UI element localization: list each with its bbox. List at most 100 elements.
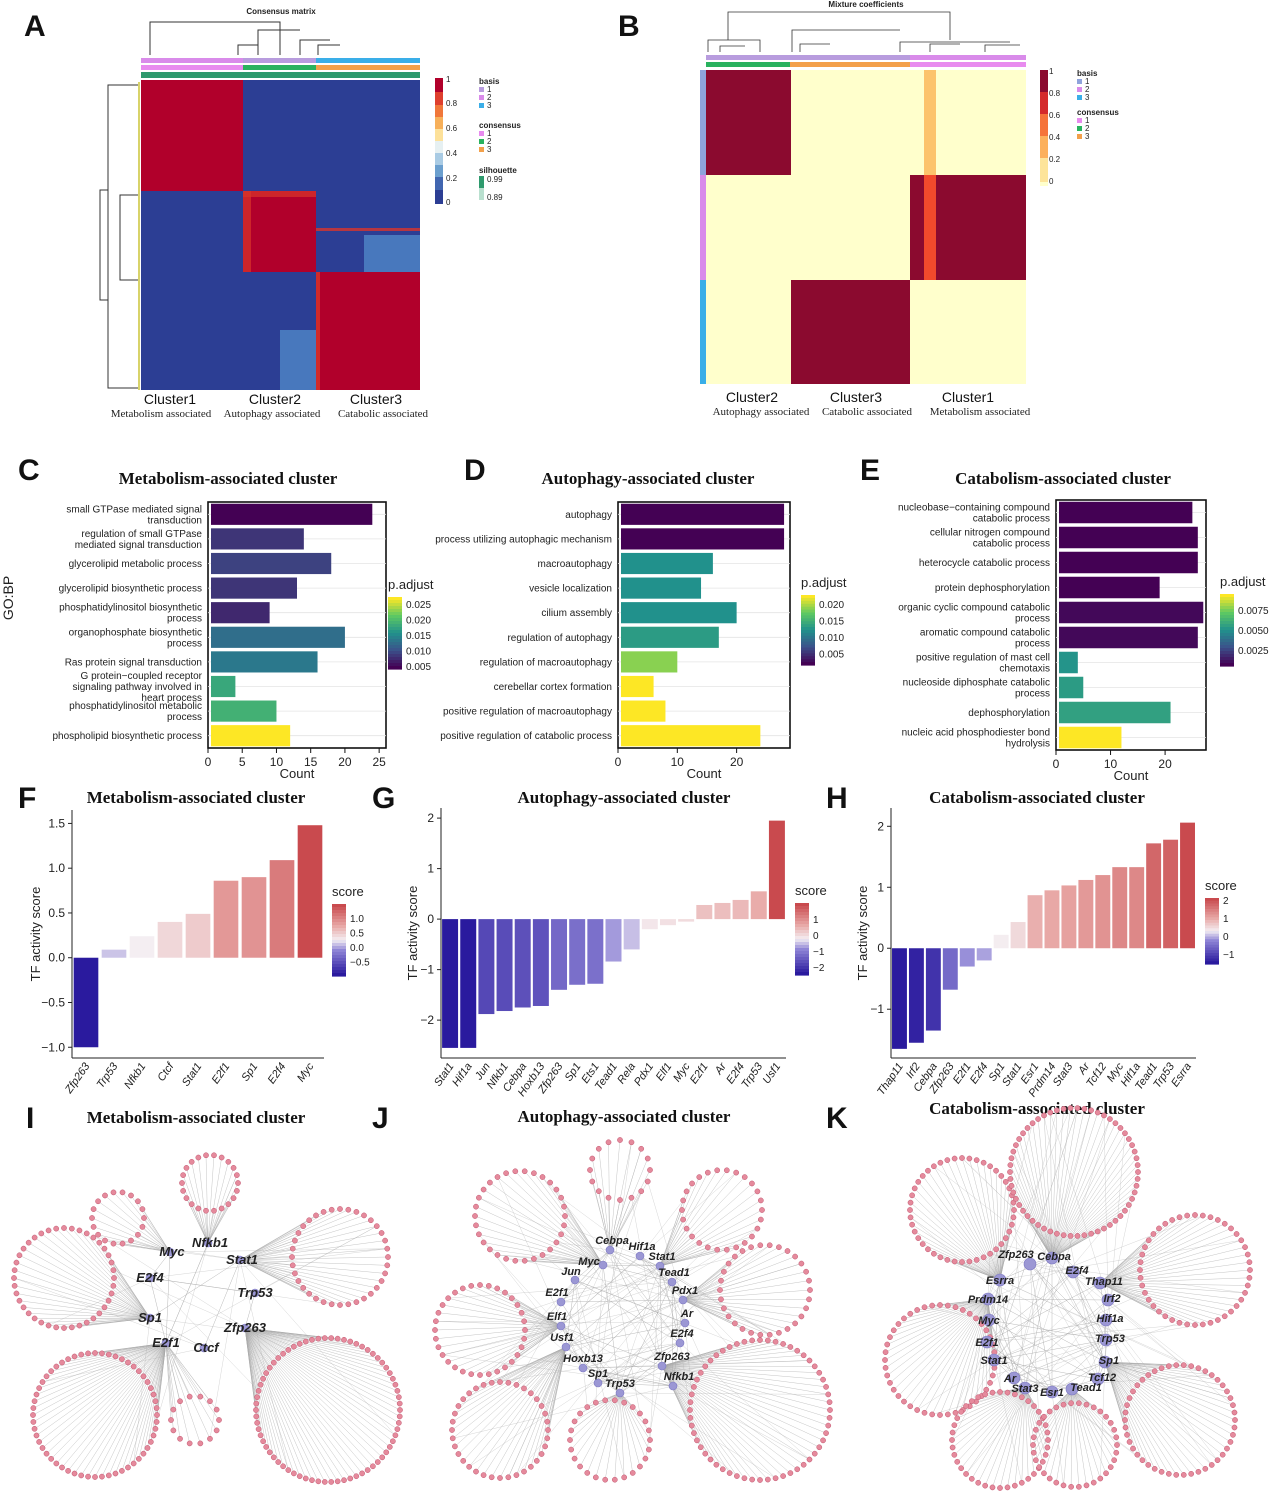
- go-bar: [211, 602, 270, 624]
- network-edge: [1051, 1144, 1133, 1259]
- network-gene-node: [275, 1355, 282, 1361]
- network-gene-node: [361, 1212, 367, 1219]
- network-gene-node: [1097, 1408, 1104, 1415]
- network-edge: [659, 1249, 727, 1267]
- network-gene-node: [1030, 1449, 1037, 1456]
- network-gene-node: [823, 1430, 829, 1436]
- network-tf-label: Stat1: [981, 1355, 1008, 1367]
- heatmap-b-stripe-2: [924, 175, 936, 280]
- network-edge: [659, 1265, 681, 1344]
- network-gene-node: [989, 1484, 996, 1491]
- tf-bar: [892, 948, 907, 1049]
- network-edge: [1100, 1361, 1106, 1479]
- network-gene-node: [1246, 1274, 1253, 1281]
- network-gene-node: [757, 1216, 764, 1223]
- heatmap-a-block-2: [243, 191, 316, 272]
- network-edge: [682, 1299, 807, 1309]
- network-gene-node: [128, 1192, 134, 1199]
- network-tf-label: Sp1: [138, 1310, 162, 1325]
- go-bar: [621, 528, 785, 550]
- network-edge: [987, 1215, 1203, 1300]
- network-gene-node: [1112, 1217, 1119, 1224]
- network-gene-node: [1169, 1217, 1176, 1223]
- network-gene-node: [370, 1350, 376, 1357]
- network-edge: [885, 1298, 989, 1369]
- network-edge: [1029, 1263, 1053, 1393]
- network-gene-node: [43, 1450, 50, 1457]
- go-legend-swatch: [801, 624, 815, 628]
- go-category-line: heart process: [141, 693, 202, 704]
- tf-bar: [750, 891, 767, 920]
- network-edge: [517, 1354, 674, 1387]
- network-gene-node: [296, 1473, 303, 1480]
- network-edge: [565, 1279, 576, 1348]
- network-edge: [1018, 1138, 1053, 1259]
- network-edge: [239, 1248, 388, 1261]
- network-gene-node: [1045, 1437, 1051, 1443]
- go-category-label: phospholipid biosynthetic process: [52, 731, 202, 742]
- network-gene-node: [379, 1454, 386, 1461]
- network-edge: [679, 1342, 810, 1460]
- network-gene-node: [621, 1399, 628, 1406]
- network-edge: [203, 1259, 241, 1349]
- row-annot-b1: [700, 70, 706, 175]
- go-legend-swatch: [388, 645, 402, 649]
- network-edge: [28, 1242, 151, 1319]
- go-category-line: nucleobase−containing compound: [898, 503, 1050, 514]
- network-gene-node: [645, 1427, 652, 1434]
- network-edge: [244, 1327, 289, 1471]
- panel-j-network: Autophagy-associated cluster Cebpa Hif1aM…: [432, 1107, 833, 1483]
- network-edge: [556, 1242, 611, 1251]
- cluster-label-a-1: Cluster1: [144, 391, 196, 407]
- network-gene-node: [505, 1379, 512, 1386]
- network-gene-node: [300, 1223, 307, 1229]
- network-tf-node: [675, 1338, 685, 1348]
- network-gene-node: [909, 1192, 915, 1199]
- network-gene-node: [1094, 1228, 1101, 1235]
- network-edge: [1099, 1261, 1250, 1284]
- network-tf-node: [199, 1343, 209, 1353]
- network-gene-node: [96, 1239, 103, 1246]
- network-gene-node: [439, 1302, 446, 1308]
- tf-legend-tick: 0.5: [350, 929, 364, 940]
- network-edge: [478, 1234, 604, 1266]
- go-category-line: heterocycle catabolic process: [919, 558, 1050, 569]
- network-edge: [149, 1277, 332, 1305]
- network-gene-node: [177, 1398, 183, 1405]
- network-gene-node: [16, 1297, 23, 1304]
- network-gene-node: [1010, 1148, 1017, 1155]
- legend-a-consensus-1: 1: [487, 129, 492, 138]
- go-xtick-label: 10: [270, 755, 284, 769]
- tf-legend-swatch: [795, 945, 809, 949]
- network-edge: [113, 1192, 171, 1253]
- network-gene-node: [679, 1207, 685, 1213]
- network-gene-node: [987, 1163, 993, 1170]
- go-legend-swatch: [801, 627, 815, 631]
- network-gene-node: [1010, 1214, 1017, 1221]
- tf-ytick-label: 0.0: [48, 951, 65, 965]
- network-edge: [927, 1170, 1001, 1281]
- tf-bar: [185, 913, 211, 958]
- network-gene-node: [757, 1197, 764, 1204]
- network-edge: [1099, 1246, 1246, 1284]
- network-gene-node: [374, 1355, 381, 1361]
- network-edge: [239, 1259, 349, 1305]
- basis-bar-a2: [243, 58, 316, 63]
- network-gene-node: [1024, 1125, 1031, 1131]
- go-category-line: autophagy: [565, 510, 612, 521]
- network-edge: [542, 1176, 604, 1266]
- network-edge: [483, 1346, 567, 1476]
- network-gene-node: [76, 1227, 83, 1234]
- network-edge: [475, 1265, 661, 1389]
- network-edge: [87, 1342, 167, 1477]
- network-gene-node: [439, 1352, 446, 1358]
- go-legend-swatch: [1220, 618, 1234, 622]
- tf-legend-swatch: [1205, 906, 1219, 910]
- network-gene-node: [521, 1385, 527, 1392]
- network-gene-node: [153, 1405, 160, 1411]
- network-edge: [565, 1346, 776, 1479]
- network-gene-node: [1060, 1401, 1067, 1408]
- go-legend-swatch: [801, 630, 815, 634]
- cluster-desc-b-2: Catabolic associated: [822, 406, 913, 418]
- network-gene-node: [321, 1479, 328, 1485]
